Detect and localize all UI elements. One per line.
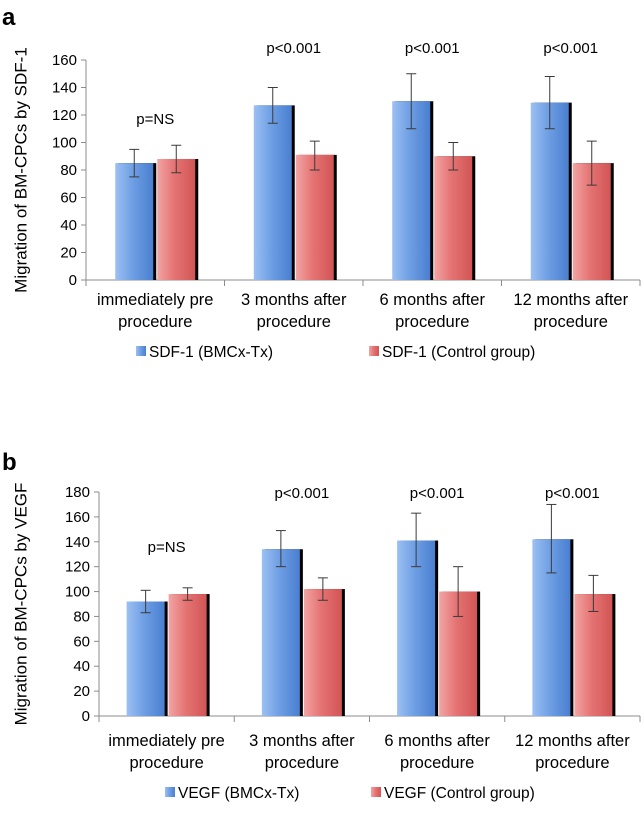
x-tick-label: procedure: [400, 754, 474, 772]
legend-swatch-treatment: [136, 346, 146, 356]
y-tick-label: 120: [65, 559, 90, 576]
x-tick-label: 12 months after: [515, 732, 630, 750]
x-tick-label: 3 months after: [241, 291, 347, 309]
significance-label: p<0.001: [266, 40, 321, 57]
legend-label: SDF-1 (BMCx-Tx): [149, 344, 273, 361]
x-tick-label: immediately pre: [108, 732, 224, 750]
y-tick-label: 60: [73, 633, 90, 650]
bar-treatment: [253, 105, 292, 280]
significance-label: p<0.001: [410, 485, 465, 502]
significance-label: p<0.001: [543, 40, 598, 57]
y-tick-label: 160: [65, 509, 90, 526]
x-tick-label: procedure: [257, 313, 331, 331]
significance-label: p<0.001: [405, 40, 460, 57]
y-tick-label: 140: [65, 534, 90, 551]
y-tick-label: 40: [73, 658, 90, 675]
x-tick-label: procedure: [129, 754, 203, 772]
bar-treatment: [126, 601, 165, 716]
y-tick-label: 100: [65, 584, 90, 601]
bar-control: [574, 594, 613, 716]
legend-swatch-control: [369, 346, 379, 356]
x-tick-label: 6 months after: [384, 732, 490, 750]
x-tick-label: procedure: [535, 754, 609, 772]
bar-treatment: [115, 163, 154, 280]
significance-label: p<0.001: [275, 485, 330, 502]
bar-control: [168, 594, 207, 716]
panel-letter: b: [2, 449, 17, 476]
bar-treatment: [261, 549, 300, 716]
legend-label: VEGF (Control group): [384, 785, 535, 802]
legend-label: SDF-1 (Control group): [382, 344, 535, 361]
panel-letter: a: [2, 4, 16, 31]
y-tick-label: 80: [73, 608, 90, 625]
y-tick-label: 0: [82, 708, 90, 725]
bar-treatment: [530, 102, 569, 280]
bar-control: [295, 154, 334, 280]
bar-treatment: [397, 540, 436, 716]
y-tick-label: 100: [52, 135, 77, 152]
bar-control: [434, 156, 473, 280]
y-tick-label: 60: [60, 190, 77, 207]
x-tick-label: procedure: [265, 754, 339, 772]
y-tick-label: 120: [52, 107, 77, 124]
bar-control: [157, 159, 196, 280]
y-tick-label: 20: [73, 683, 90, 700]
y-axis-label: Migration of BM-CPCs by SDF-1: [11, 47, 30, 293]
x-tick-label: 3 months after: [249, 732, 355, 750]
x-tick-label: procedure: [395, 313, 469, 331]
x-tick-label: 6 months after: [380, 291, 486, 309]
y-tick-label: 180: [65, 484, 90, 501]
y-axis-label: Migration of BM-CPCs by VEGF: [11, 483, 30, 726]
y-tick-label: 140: [52, 80, 77, 97]
chart-panel-a: a Migration of BM-CPCs by SDF-1 0 20 40 60 80 1…: [2, 4, 641, 361]
bar-treatment: [392, 101, 431, 280]
x-tick-label: procedure: [534, 313, 608, 331]
y-tick-label: 0: [69, 272, 77, 289]
legend-swatch-control: [371, 787, 381, 797]
significance-label: p<0.001: [545, 485, 600, 502]
y-tick-label: 20: [60, 245, 77, 262]
y-tick-label: 160: [52, 52, 77, 69]
significance-label: p=NS: [148, 539, 186, 556]
y-tick-label: 40: [60, 217, 77, 234]
significance-label: p=NS: [136, 111, 174, 128]
bar-control: [303, 589, 342, 716]
chart-panel-b: b Migration of BM-CPCs by VEGF 0 20 40 60 80 10…: [2, 449, 641, 802]
x-tick-label: 12 months after: [513, 291, 628, 309]
legend-swatch-treatment: [165, 787, 175, 797]
x-tick-label: procedure: [118, 313, 192, 331]
legend-label: VEGF (BMCx-Tx): [178, 785, 299, 802]
x-tick-label: immediately pre: [97, 291, 213, 309]
y-tick-label: 80: [60, 162, 77, 179]
